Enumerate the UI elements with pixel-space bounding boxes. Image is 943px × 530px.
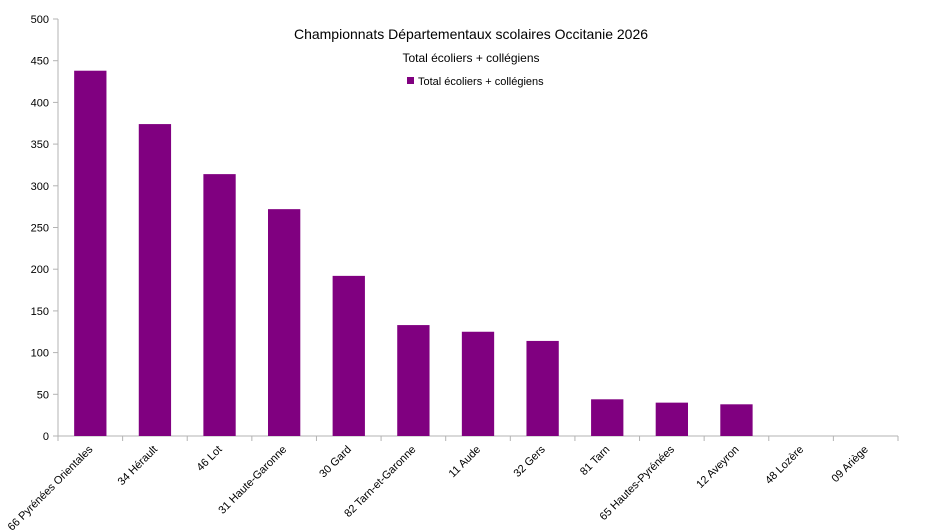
x-tick-label: 34 Hérault [116,444,160,488]
bar [332,275,365,436]
x-tick-label: 30 Gard [317,444,354,481]
x-tick-label: 46 Lot [195,444,225,474]
x-axis-ticks [57,436,899,441]
y-tick-label: 300 [31,181,49,193]
x-tick-label: 82 Tarn-et-Garonne [342,444,418,520]
y-axis-ticks: 0 50 100 150 200 250 300 350 400 450 500 [31,14,58,443]
x-tick-label: 31 Haute-Garonne [216,444,289,517]
legend: Total écoliers + collégiens [407,76,544,88]
bar [591,399,624,436]
bar [268,209,301,436]
bar [461,331,495,436]
bar [526,340,559,436]
x-tick-label: 81 Tarn [578,444,612,478]
y-tick-label: 150 [31,306,49,318]
y-tick-label: 200 [31,264,49,276]
x-tick-label: 65 Hautes-Pyrénées [598,443,678,523]
axes: 0 50 100 150 200 250 300 350 400 450 500 [31,14,899,443]
legend-swatch [407,77,414,84]
bar [74,70,107,436]
x-tick-label: 66 Pyrénées Orientales [6,443,96,530]
category-labels: 66 Pyrénées Orientales 34 Hérault 46 Lot31… [6,443,871,530]
y-tick-label: 450 [31,56,49,68]
y-tick-label: 0 [43,431,49,443]
legend-label: Total écoliers + collégiens [418,76,544,88]
bar [397,325,430,436]
y-tick-label: 500 [31,14,49,26]
chart-subtitle: Total écoliers + collégiens [402,51,539,65]
y-tick-label: 100 [31,348,49,360]
x-tick-label: 09 Ariège [829,444,870,485]
y-tick-label: 250 [31,223,49,235]
y-tick-label: 50 [37,389,49,401]
chart-title: Championnats Départementaux scolaires Oc… [294,26,648,42]
bar [720,404,753,436]
x-tick-label: 48 Lozère [763,444,806,487]
x-tick-label: 12 Aveyron [694,444,741,491]
y-tick-label: 350 [31,139,49,151]
x-tick-label: 11 Aude [447,444,483,480]
y-tick-label: 400 [31,97,49,109]
bar [203,174,236,436]
x-tick-label: 32 Gers [512,443,549,480]
bar [655,402,688,436]
bar [138,124,172,437]
bars [74,70,753,437]
